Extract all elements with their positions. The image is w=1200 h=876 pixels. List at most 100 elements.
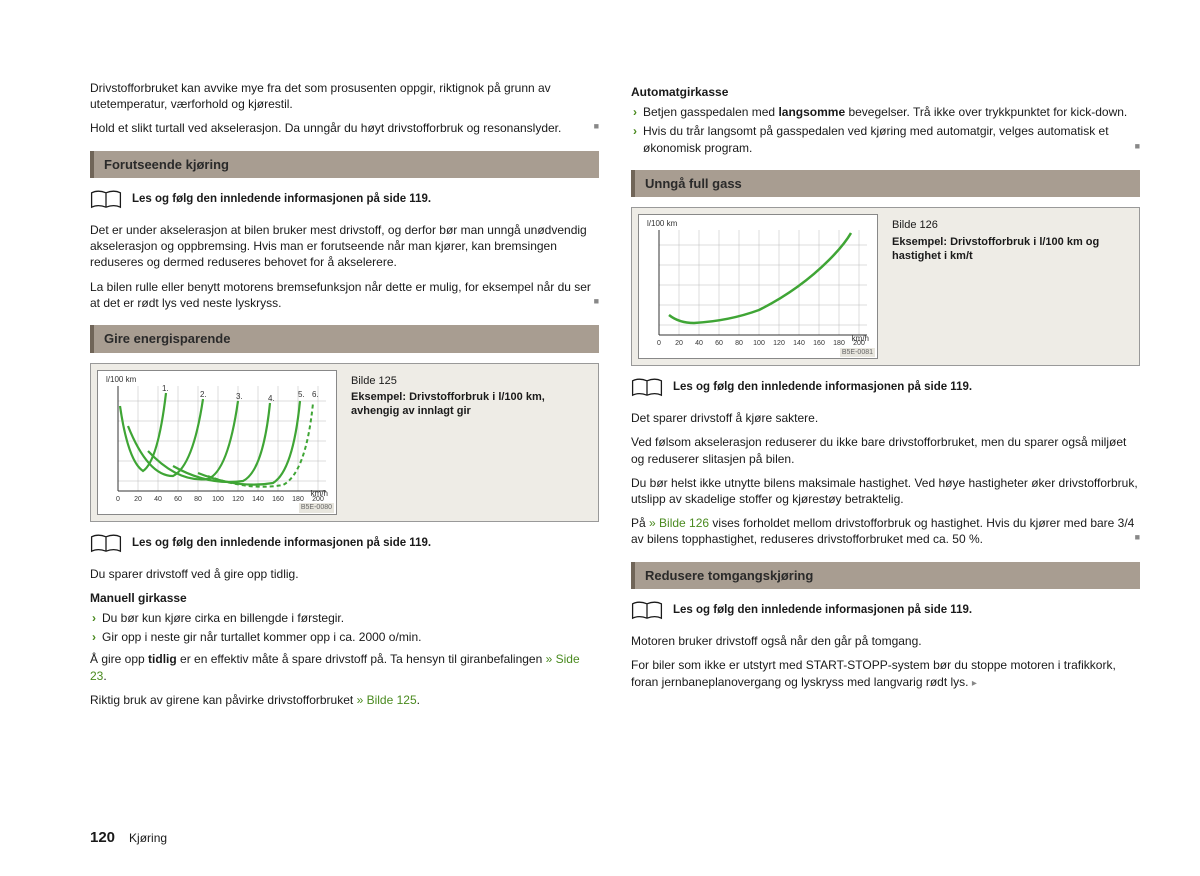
- section-forutseende: Forutseende kjøring: [90, 151, 599, 179]
- bullet-text: Du bør kun kjøre cirka en billengde i fø…: [102, 610, 344, 626]
- page-number: 120: [90, 828, 115, 848]
- bullet: › Hvis du trår langsomt på gasspedalen v…: [631, 123, 1140, 155]
- section-redusere: Redusere tomgangskjøring: [631, 562, 1140, 590]
- svg-text:2.: 2.: [200, 390, 207, 399]
- section-gire: Gire energisparende: [90, 325, 599, 353]
- sec1-p2: La bilen rulle eller benytt motorens bre…: [90, 279, 599, 311]
- sec2-p1: Du sparer drivstoff ved å gire opp tidli…: [90, 566, 599, 582]
- svg-text:120: 120: [773, 340, 785, 347]
- chart-code: B5E-0080: [299, 503, 334, 512]
- link-bilde-126[interactable]: » Bilde 126: [649, 516, 709, 530]
- chevron-icon: ›: [633, 123, 637, 155]
- left-column: Drivstofforbruket kan avvike mye fra det…: [90, 80, 599, 810]
- page-columns: Drivstofforbruket kan avvike mye fra det…: [90, 80, 1140, 810]
- continue-marker: ▸: [972, 678, 977, 689]
- bullet-text: Betjen gasspedalen med langsomme bevegel…: [643, 104, 1127, 120]
- svg-text:40: 40: [695, 340, 703, 347]
- chart-x-label: km/h: [852, 334, 869, 345]
- auto-head: Automatgirkasse: [631, 84, 1140, 100]
- svg-text:40: 40: [154, 496, 162, 503]
- end-marker: ■: [594, 295, 599, 307]
- sec4-p2: For biler som ikke er utstyrt med START-…: [631, 657, 1140, 690]
- chart-desc: Eksempel: Drivstofforbruk i l/100 km og …: [892, 236, 1099, 262]
- book-icon: [631, 599, 663, 623]
- svg-text:20: 20: [675, 340, 683, 347]
- sec3-p4: På » Bilde 126 vises forholdet mellom dr…: [631, 515, 1140, 547]
- end-marker: ■: [594, 120, 599, 132]
- sec3-p2: Ved følsom akselerasjon reduserer du ikk…: [631, 434, 1140, 466]
- chart-126: l/100 km km/h 02040608010012014016018020…: [638, 214, 878, 359]
- footer-section: Kjøring: [129, 830, 167, 846]
- end-marker: ■: [1135, 140, 1140, 152]
- chart-x-label: km/h: [311, 489, 328, 500]
- chart-bilde-num: Bilde 126: [892, 218, 1133, 232]
- chevron-icon: ›: [92, 610, 96, 626]
- chart-126-caption: Bilde 126 Eksempel: Drivstofforbruk i l/…: [892, 214, 1133, 263]
- chart-y-label: l/100 km: [106, 375, 136, 386]
- chevron-icon: ›: [633, 104, 637, 120]
- sec3-p1: Det sparer drivstoff å kjøre saktere.: [631, 410, 1140, 426]
- svg-text:140: 140: [793, 340, 805, 347]
- svg-text:120: 120: [232, 496, 244, 503]
- right-column: Automatgirkasse › Betjen gasspedalen med…: [631, 80, 1140, 810]
- sec1-p1: Det er under akselerasjon at bilen bruke…: [90, 222, 599, 271]
- link-bilde-125[interactable]: » Bilde 125: [357, 693, 417, 707]
- chart-code: B5E-0081: [840, 348, 875, 357]
- svg-text:180: 180: [292, 496, 304, 503]
- info-text: Les og følg den innledende informasjonen…: [673, 376, 972, 396]
- svg-text:3.: 3.: [236, 392, 243, 401]
- chart-bilde-num: Bilde 125: [351, 374, 592, 388]
- sec2-p2: Å gire opp tidlig er en effektiv måte å …: [90, 651, 599, 683]
- svg-text:4.: 4.: [268, 394, 275, 403]
- sec4-p1: Motoren bruker drivstoff også når den gå…: [631, 633, 1140, 649]
- svg-text:0: 0: [116, 496, 120, 503]
- book-icon: [90, 532, 122, 556]
- svg-text:100: 100: [753, 340, 765, 347]
- manuell-head: Manuell girkasse: [90, 590, 599, 606]
- info-text: Les og følg den innledende informasjonen…: [673, 599, 972, 619]
- book-icon: [90, 188, 122, 212]
- bullet: › Gir opp i neste gir når turtallet komme…: [90, 629, 599, 645]
- chart-125: l/100 km km/h 02040608010012014016018020…: [97, 370, 337, 515]
- chart-126-svg: 020406080100120140160180200: [639, 215, 879, 360]
- svg-text:180: 180: [833, 340, 845, 347]
- svg-text:60: 60: [174, 496, 182, 503]
- page-footer: 120 Kjøring: [90, 828, 1140, 848]
- svg-text:20: 20: [134, 496, 142, 503]
- sec3-p3: Du bør helst ikke utnytte bilens maksima…: [631, 475, 1140, 507]
- svg-text:80: 80: [194, 496, 202, 503]
- sec2-p3: Riktig bruk av girene kan påvirke drivst…: [90, 692, 599, 708]
- svg-text:100: 100: [212, 496, 224, 503]
- info-row: Les og følg den innledende informasjonen…: [90, 188, 599, 212]
- section-unnga: Unngå full gass: [631, 170, 1140, 198]
- svg-text:60: 60: [715, 340, 723, 347]
- chart-desc: Eksempel: Drivstofforbruk i l/100 km, av…: [351, 391, 545, 417]
- intro-para-1: Drivstofforbruket kan avvike mye fra det…: [90, 80, 599, 112]
- info-text: Les og følg den innledende informasjonen…: [132, 532, 431, 552]
- chart-125-caption: Bilde 125 Eksempel: Drivstofforbruk i l/…: [351, 370, 592, 419]
- info-row: Les og følg den innledende informasjonen…: [631, 599, 1140, 623]
- chart-125-svg: 020406080100120140160180200 1.2.3.4.5.6.: [98, 371, 338, 516]
- end-marker: ■: [1135, 531, 1140, 543]
- intro-para-2: Hold et slikt turtall ved akselerasjon. …: [90, 120, 599, 136]
- bullet-text: Gir opp i neste gir når turtallet kommer…: [102, 629, 421, 645]
- bullet: › Betjen gasspedalen med langsomme beveg…: [631, 104, 1140, 120]
- bullet: › Du bør kun kjøre cirka en billengde i f…: [90, 610, 599, 626]
- svg-text:5.: 5.: [298, 390, 305, 399]
- chart-126-block: l/100 km km/h 02040608010012014016018020…: [631, 207, 1140, 366]
- svg-text:0: 0: [657, 340, 661, 347]
- svg-text:160: 160: [813, 340, 825, 347]
- svg-text:6.: 6.: [312, 390, 319, 399]
- svg-text:140: 140: [252, 496, 264, 503]
- chevron-icon: ›: [92, 629, 96, 645]
- chart-y-label: l/100 km: [647, 219, 677, 230]
- bullet-text: Hvis du trår langsomt på gasspedalen ved…: [643, 123, 1140, 155]
- svg-text:160: 160: [272, 496, 284, 503]
- info-row: Les og følg den innledende informasjonen…: [631, 376, 1140, 400]
- svg-text:80: 80: [735, 340, 743, 347]
- info-row: Les og følg den innledende informasjonen…: [90, 532, 599, 556]
- book-icon: [631, 376, 663, 400]
- svg-text:1.: 1.: [162, 384, 169, 393]
- chart-125-block: l/100 km km/h 02040608010012014016018020…: [90, 363, 599, 522]
- info-text: Les og følg den innledende informasjonen…: [132, 188, 431, 208]
